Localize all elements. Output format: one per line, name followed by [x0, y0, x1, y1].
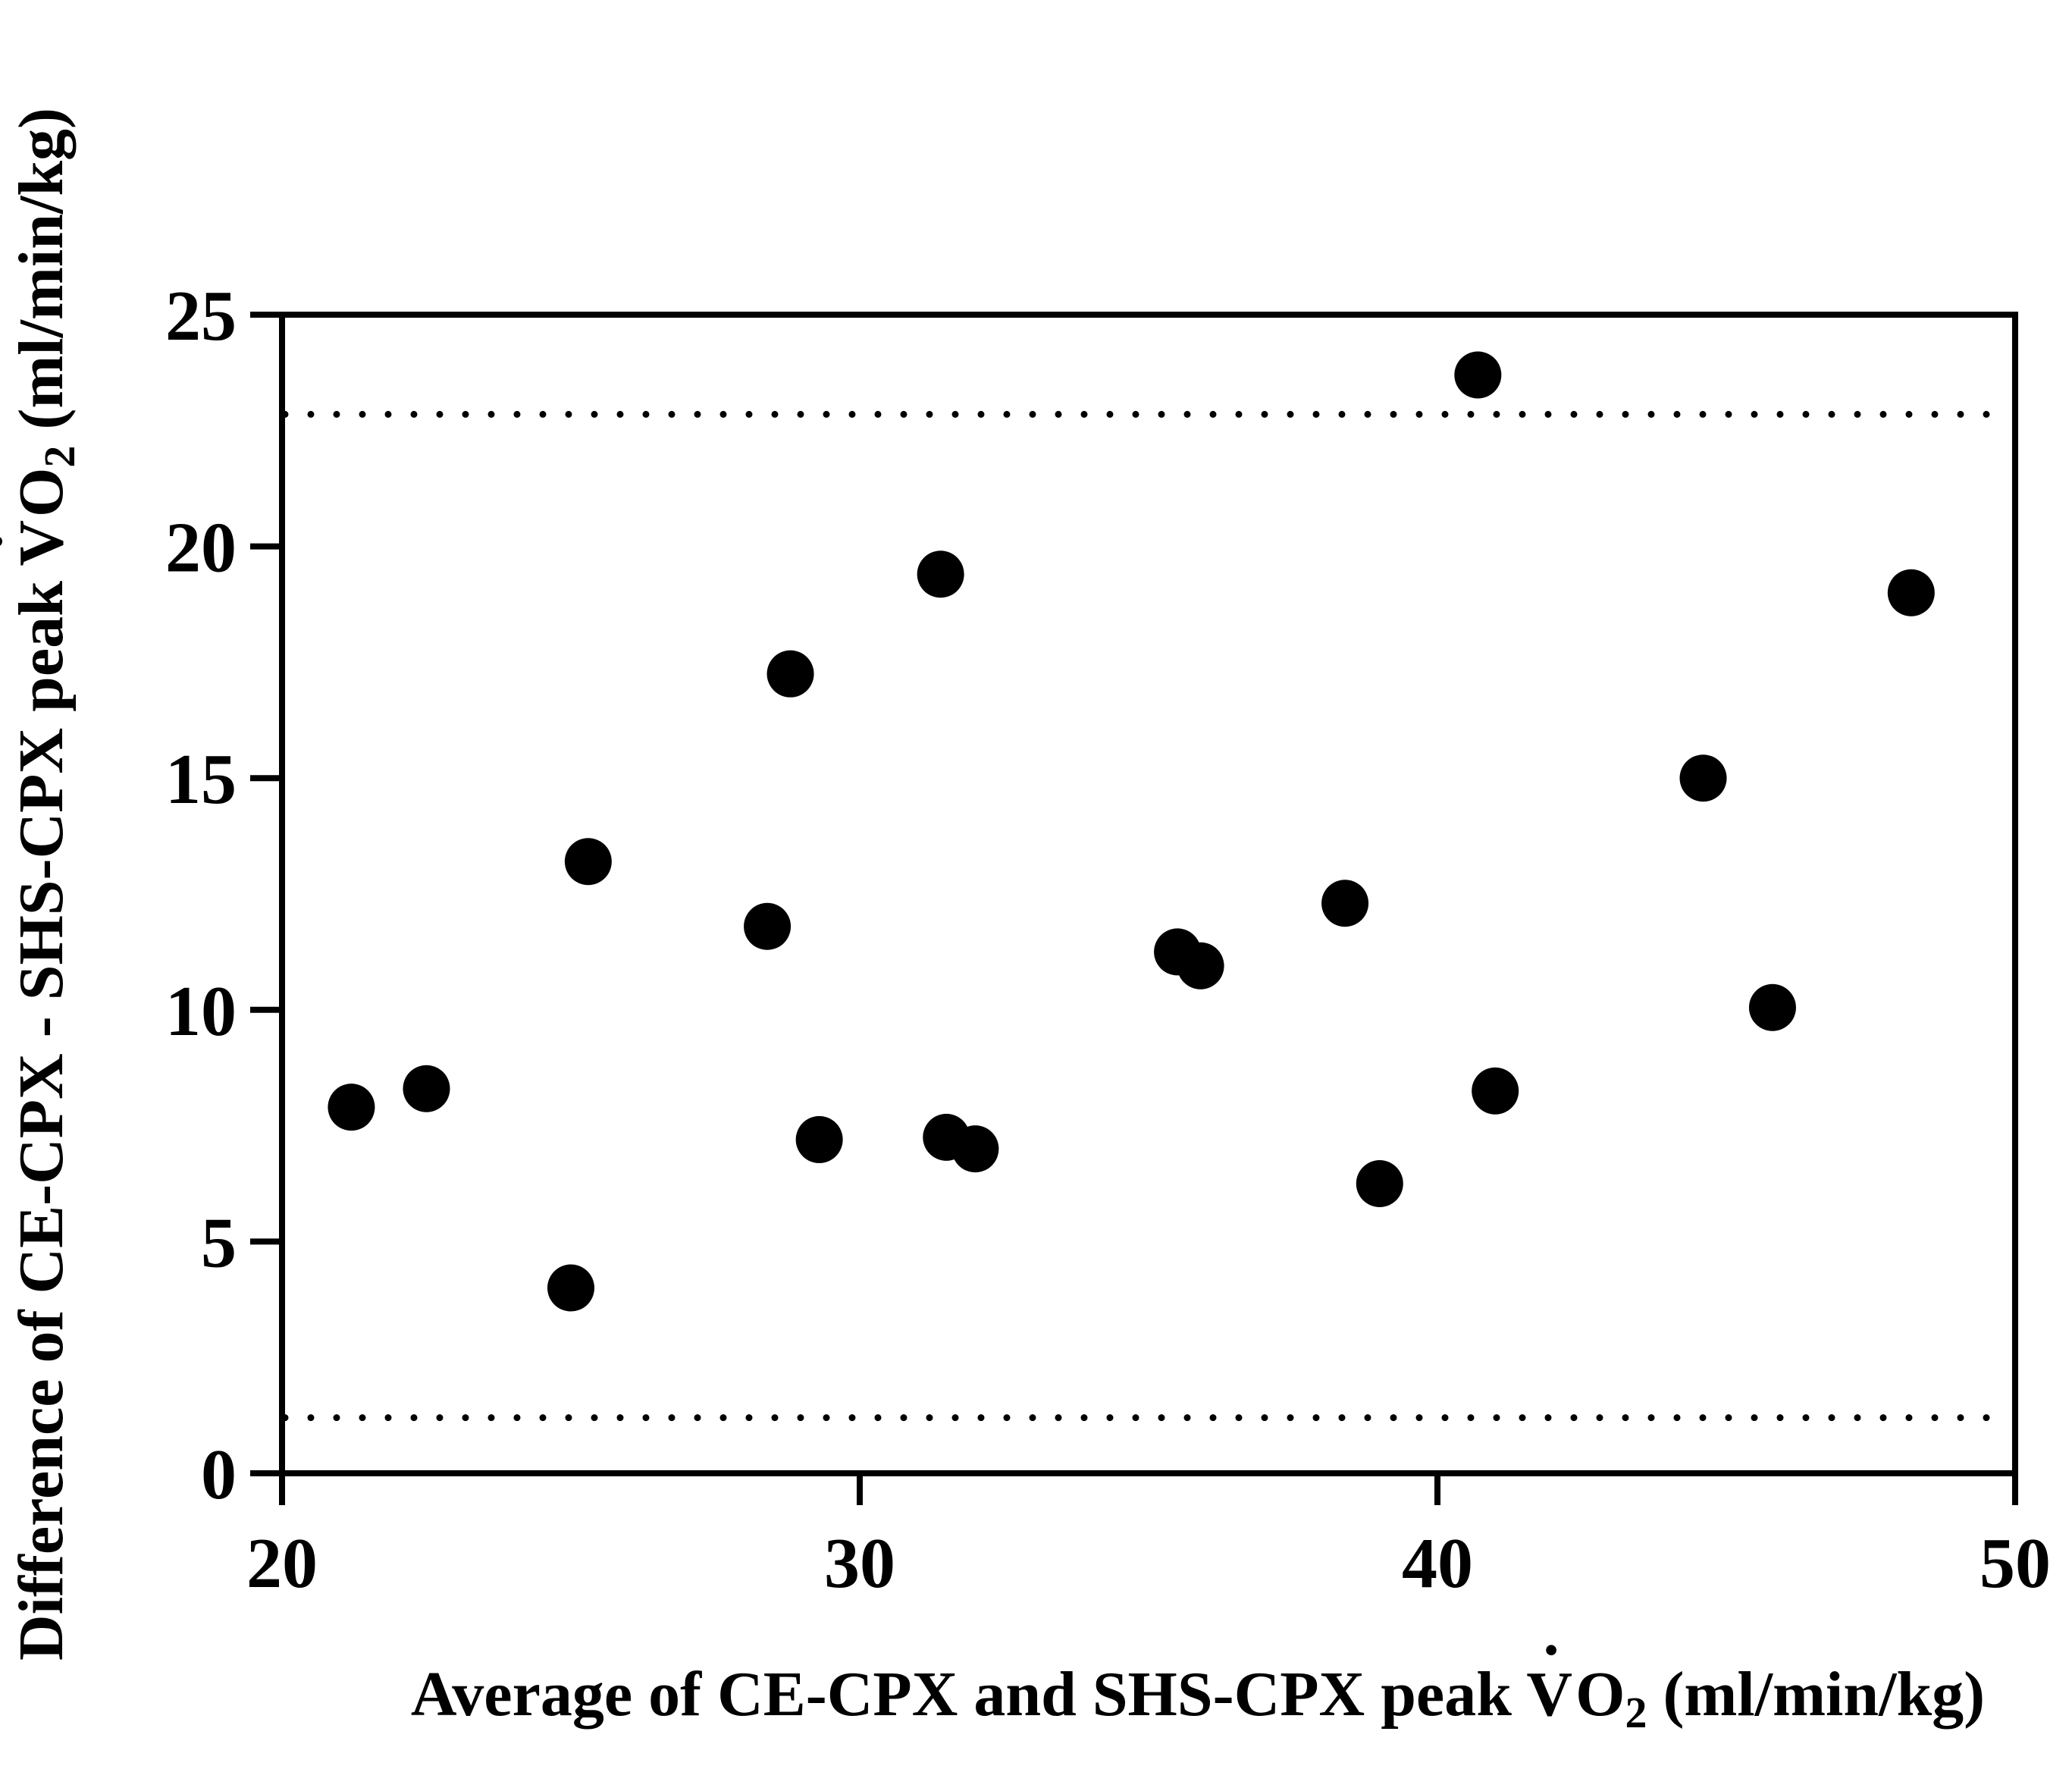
plot-frame: [279, 312, 2018, 1476]
data-point: [1321, 880, 1369, 927]
y-tick-label: 5: [201, 1203, 237, 1282]
data-point: [1887, 569, 1935, 616]
y-tick-label: 20: [165, 509, 237, 588]
data-point: [917, 550, 964, 598]
data-point: [795, 1115, 843, 1163]
y-tick-label: 15: [165, 740, 237, 819]
data-point: [1454, 351, 1502, 399]
data-point: [1679, 754, 1727, 802]
data-point: [403, 1065, 450, 1112]
data-point: [547, 1264, 594, 1312]
data-point: [766, 650, 814, 698]
data-point: [1472, 1067, 1519, 1115]
x-axis-ticks: 20 30 40 50: [246, 1473, 2051, 1603]
data-point: [564, 838, 612, 886]
x-tick-label: 50: [1980, 1524, 2051, 1603]
x-tick-label: 40: [1402, 1524, 1473, 1603]
y-axis-ticks: 0 5 10 15 20 25: [165, 277, 282, 1514]
x-tick-label: 20: [246, 1524, 318, 1603]
y-tick-label: 0: [201, 1435, 237, 1514]
y-tick-label: 10: [165, 972, 237, 1051]
data-point: [744, 902, 791, 950]
y-axis-title: Difference of CE-CPX - SHS-CPX peak V·O2…: [0, 108, 84, 1661]
data-point: [1748, 983, 1796, 1031]
x-axis-title: Average of CE-CPX and SHS-CPX peak V·O2 …: [411, 1615, 1985, 1737]
data-point: [1177, 942, 1224, 990]
data-point: [328, 1084, 375, 1131]
data-point: [951, 1125, 999, 1173]
y-tick-label: 25: [165, 277, 237, 356]
data-points: [328, 351, 1935, 1312]
data-point: [1356, 1160, 1403, 1207]
limits-of-agreement: [281, 410, 2016, 1422]
x-tick-label: 30: [824, 1524, 895, 1603]
